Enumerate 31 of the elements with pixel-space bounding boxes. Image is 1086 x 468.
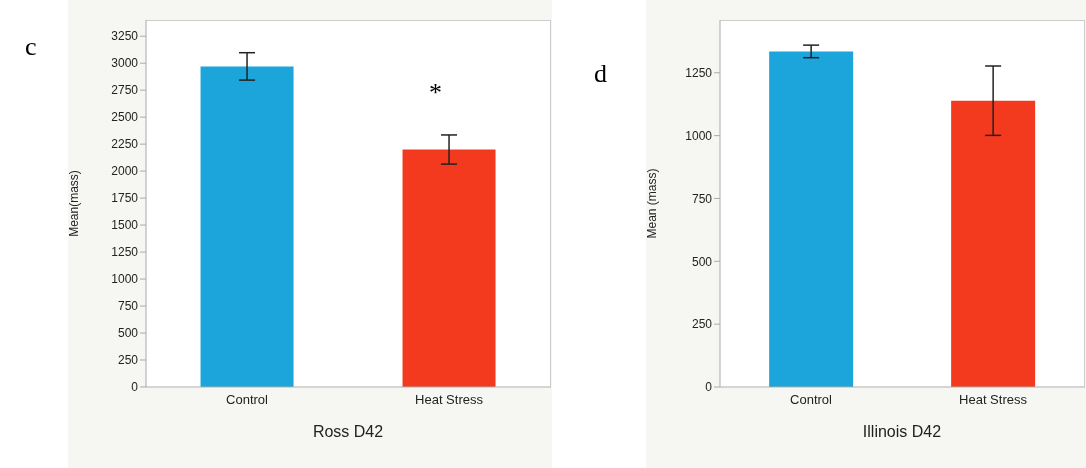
y-tick-label: 250 (691, 317, 713, 332)
x-tick-label: Heat Stress (959, 392, 1028, 408)
text: d (594, 59, 607, 89)
x-axis-title: Ross D42 (312, 423, 384, 440)
y-tick-label: 250 (117, 353, 139, 368)
text: c (25, 32, 37, 62)
y-tick-label: 1250 (685, 66, 713, 81)
y-tick-label: 1250 (111, 245, 139, 260)
x-tick-label: Control (226, 392, 269, 408)
x-tick-label: Heat Stress (415, 392, 484, 408)
y-tick-label: 750 (117, 299, 139, 314)
y-tick-label: 0 (705, 380, 713, 395)
y-tick-label: 3000 (111, 56, 139, 71)
y-tick-label: 1000 (111, 272, 139, 287)
y-tick-label: 1500 (111, 218, 139, 233)
y-axis-title: Mean (mass) (645, 168, 660, 239)
y-tick-label: 2500 (111, 110, 139, 125)
x-axis-title: Illinois D42 (862, 423, 942, 440)
annotation: * (429, 78, 442, 107)
y-tick-label: 1750 (111, 191, 139, 206)
y-tick-label: 2750 (111, 83, 139, 98)
y-tick-label: 3250 (111, 29, 139, 44)
y-tick-label: 750 (691, 191, 713, 206)
y-tick-label: 500 (117, 326, 139, 341)
y-tick-label: 2000 (111, 164, 139, 179)
y-tick-label: 1000 (685, 128, 713, 143)
y-axis-title: Mean(mass) (67, 170, 82, 237)
y-tick-label: 500 (691, 254, 713, 269)
x-tick-label: Control (790, 392, 833, 408)
y-tick-label: 2250 (111, 137, 139, 152)
y-tick-label: 0 (131, 380, 139, 395)
